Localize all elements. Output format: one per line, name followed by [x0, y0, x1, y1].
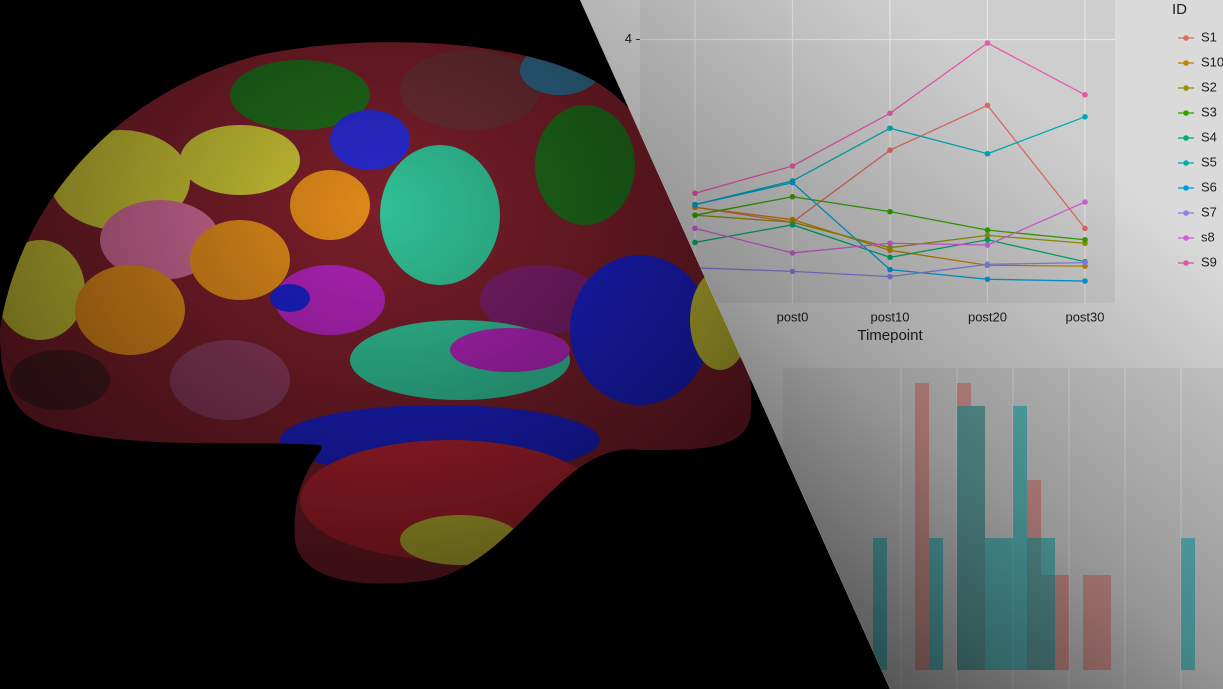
shade: [580, 0, 1223, 689]
chart-panel: 4post0post10post20post30TimepointS1S10S2…: [580, 0, 1223, 689]
